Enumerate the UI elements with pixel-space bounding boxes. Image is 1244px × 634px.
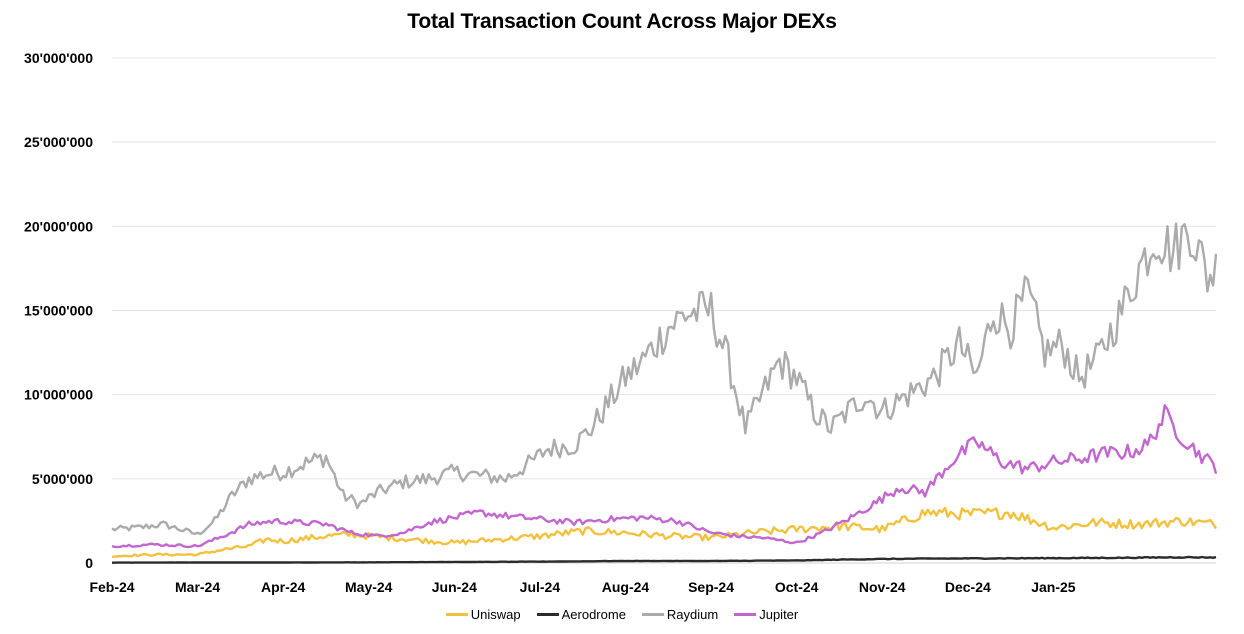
x-tick-label: Sep-24: [688, 579, 734, 595]
legend-label: Uniswap: [470, 607, 521, 622]
x-tick-label: Apr-24: [261, 579, 306, 595]
series-line-uniswap: [111, 506, 1218, 559]
legend-swatch: [536, 613, 559, 616]
y-axis-ticks: 0 5'000'000 10'000'000 15'000'000 20'000'000…: [24, 50, 93, 571]
y-tick-label: 15'000'000: [24, 303, 93, 319]
legend-label: Raydium: [666, 607, 719, 622]
series-lines: [111, 222, 1218, 564]
legend-label: Aerodrome: [561, 607, 626, 622]
y-tick-label: 30'000'000: [24, 50, 93, 66]
y-tick-label: 25'000'000: [24, 134, 93, 150]
x-tick-label: Jun-24: [432, 579, 477, 595]
y-tick-label: 20'000'000: [24, 218, 93, 234]
x-tick-label: May-24: [345, 579, 393, 595]
legend-swatch: [734, 613, 757, 616]
x-tick-label: Oct-24: [775, 579, 819, 595]
legend-swatch: [445, 613, 468, 616]
x-tick-label: Jan-25: [1031, 579, 1076, 595]
gridlines: [112, 57, 1216, 564]
legend-swatch: [641, 613, 664, 616]
x-tick-label: Nov-24: [859, 579, 906, 595]
legend-item-raydium: Raydium: [641, 607, 719, 622]
y-tick-label: 5'000'000: [32, 471, 93, 487]
series-line-raydium: [111, 222, 1218, 536]
y-tick-label: 10'000'000: [24, 387, 93, 403]
legend-item-uniswap: Uniswap: [445, 607, 521, 622]
x-axis-ticks: Feb-24 Mar-24 Apr-24 May-24 Jun-24 Jul-24 Aug-…: [89, 579, 1075, 595]
series-line-aerodrome: [112, 555, 1217, 564]
x-tick-label: Feb-24: [89, 579, 134, 595]
legend: Uniswap Aerodrome Raydium Jupiter: [0, 607, 1244, 622]
x-tick-label: Jul-24: [520, 579, 561, 595]
x-tick-label: Mar-24: [175, 579, 220, 595]
legend-label: Jupiter: [759, 607, 799, 622]
legend-item-jupiter: Jupiter: [734, 607, 798, 622]
y-tick-label: 0: [85, 555, 93, 571]
x-tick-label: Dec-24: [945, 579, 991, 595]
series-line-jupiter: [111, 404, 1218, 549]
legend-item-aerodrome: Aerodrome: [536, 607, 626, 622]
x-tick-label: Aug-24: [602, 579, 650, 595]
chart-title: Total Transaction Count Across Major DEX…: [407, 10, 837, 33]
